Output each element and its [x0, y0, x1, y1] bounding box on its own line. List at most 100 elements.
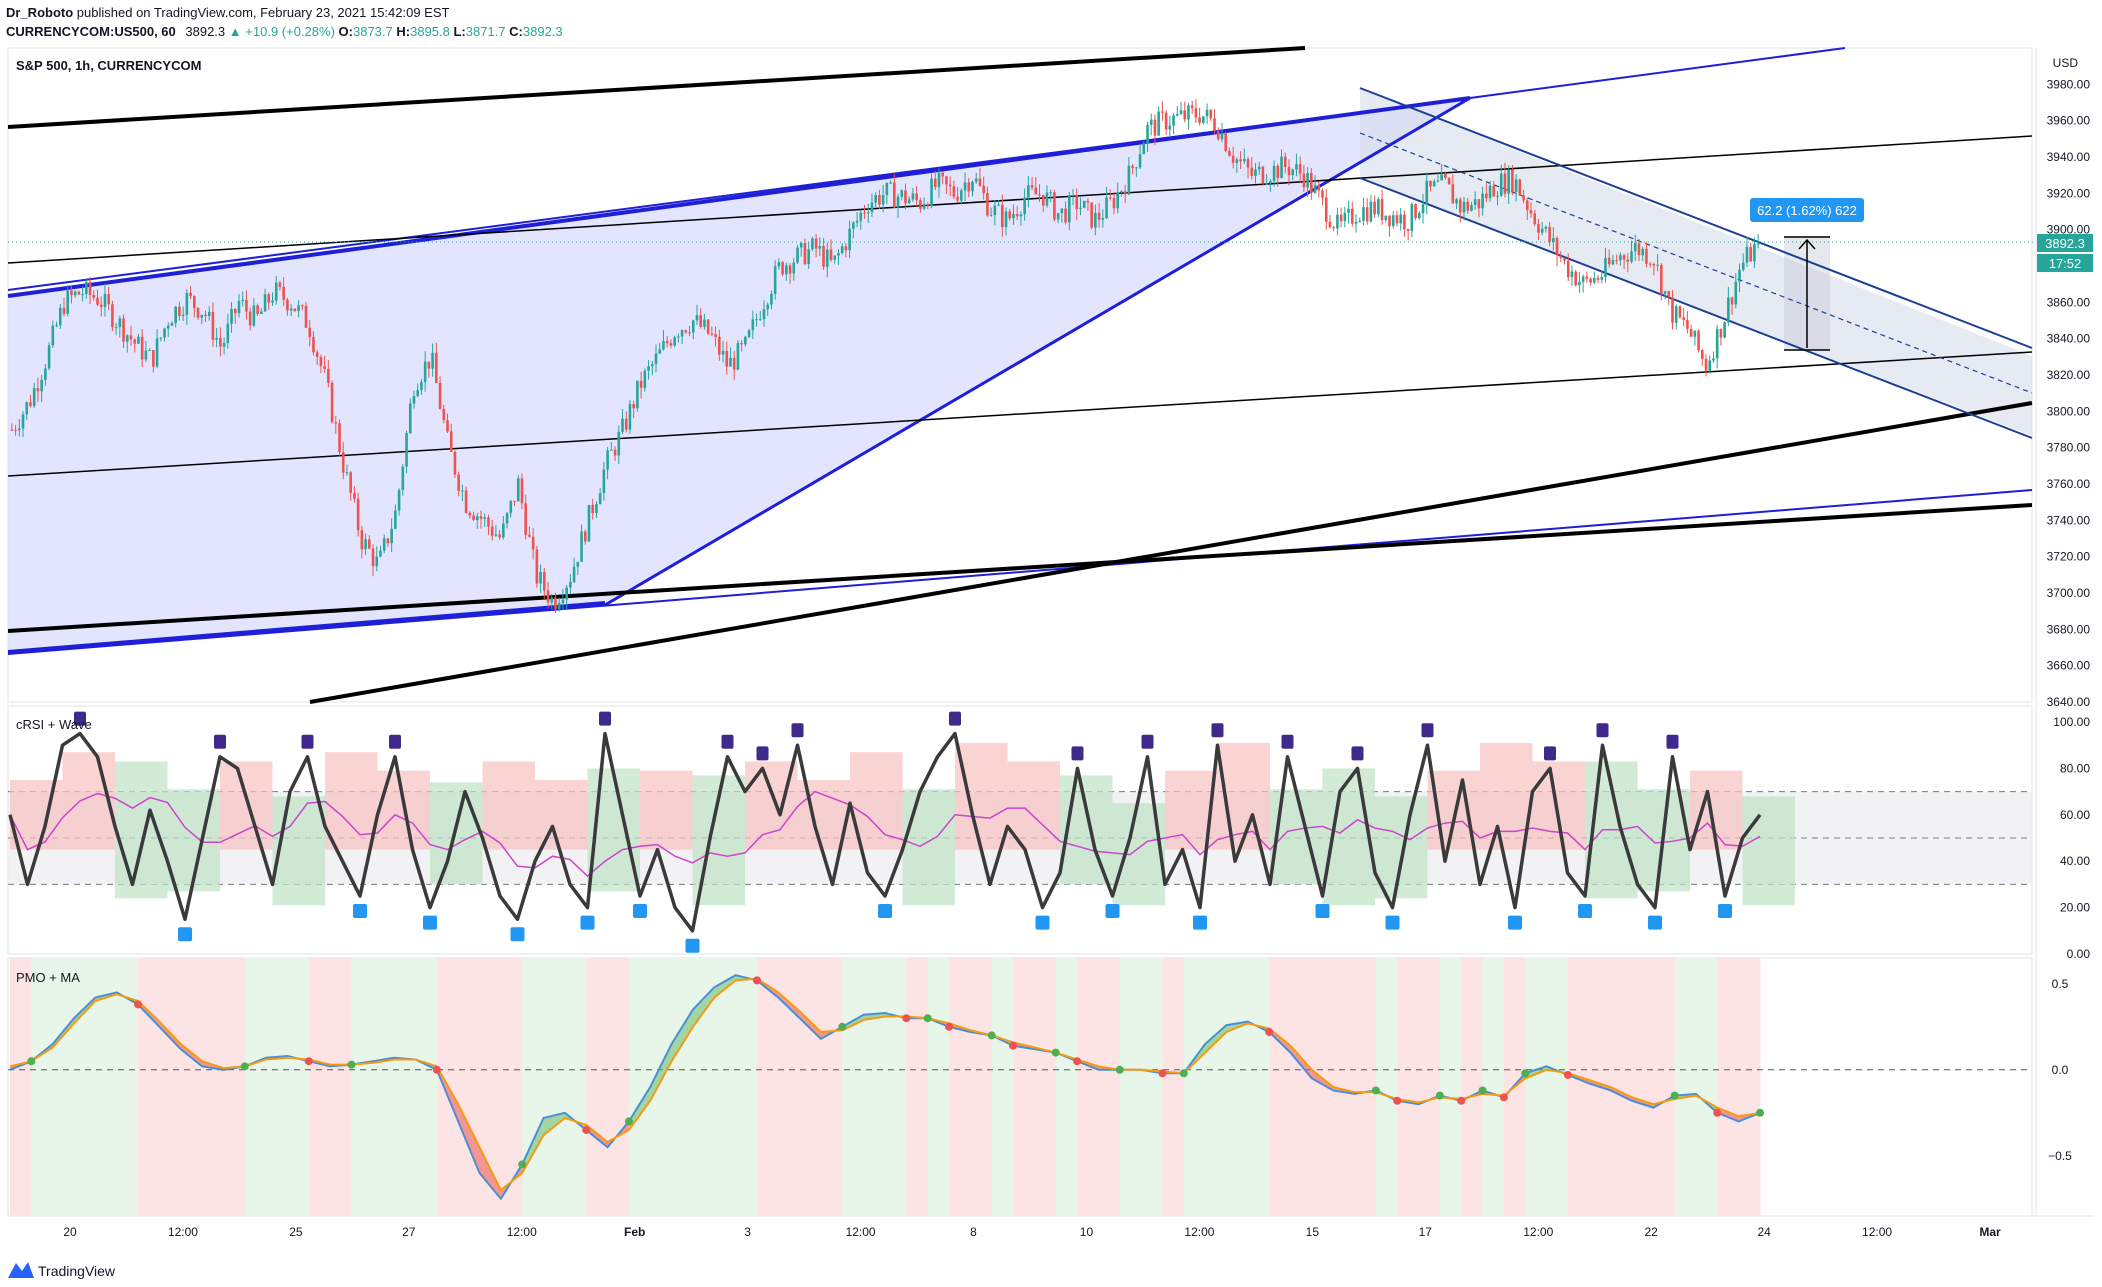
pmo-cloud: [692, 987, 715, 1027]
candle-body: [1499, 173, 1503, 196]
candle-body: [196, 307, 200, 318]
pmo-bear-zone: [906, 958, 929, 1216]
candle-body: [77, 291, 81, 295]
candle-body: [1574, 271, 1577, 286]
crsi-line: [8, 731, 1762, 933]
candle-body: [58, 307, 62, 326]
candle-body: [248, 311, 252, 326]
candle-body: [1027, 185, 1030, 198]
candle-body: [915, 193, 918, 201]
candle-body: [375, 556, 379, 567]
candle-body: [446, 420, 449, 432]
candle-body: [1615, 260, 1618, 262]
pmo-bull-zone: [1119, 958, 1142, 1216]
candle-body: [1470, 204, 1473, 211]
candle-body: [308, 327, 312, 338]
candle-body: [163, 328, 166, 338]
crsi-tick-label: 20.00: [2060, 901, 2090, 915]
pmo-bear-zone: [180, 958, 203, 1216]
candle-body: [1190, 105, 1194, 109]
candle-body: [1652, 263, 1656, 266]
candle-body: [1101, 218, 1105, 220]
pmo-bull-zone: [543, 958, 566, 1216]
candle-body: [256, 305, 259, 314]
candle-body: [1216, 131, 1220, 140]
candle-body: [1082, 200, 1086, 208]
candle-body: [1660, 264, 1663, 294]
candle-body: [1753, 243, 1756, 262]
candle-body: [1540, 228, 1544, 233]
pmo-bear-zone: [1311, 958, 1334, 1216]
tradingview-logo[interactable]: TradingView: [8, 1262, 116, 1279]
wedge-base-blue: [7, 489, 2033, 655]
author-name[interactable]: Dr_Roboto: [6, 5, 74, 20]
crsi-bear-wave: [1532, 761, 1585, 850]
measure-tag-bg: [1750, 198, 1864, 222]
candle-body: [401, 466, 405, 490]
candle-body: [1280, 156, 1283, 179]
candle-body: [598, 493, 602, 505]
pmo-cloud: [586, 1124, 608, 1148]
candle-body: [960, 190, 963, 201]
candle-body: [21, 414, 25, 429]
pmo-bear-zone: [607, 958, 630, 1216]
pmo-bull-zone: [95, 958, 118, 1216]
pmo-bull-zone: [885, 958, 907, 1216]
candle-body: [1593, 277, 1596, 283]
candle-body: [531, 536, 535, 550]
candle-body: [1756, 243, 1760, 245]
candle-body: [1235, 159, 1239, 163]
candle-body: [639, 380, 643, 388]
candle-body: [73, 291, 77, 296]
crsi-pane-title: cRSI + Wave: [16, 717, 92, 732]
candle-body: [18, 428, 21, 431]
pmo-bear-zone: [756, 958, 779, 1216]
candle-body: [852, 222, 855, 229]
candle-body: [520, 478, 524, 504]
candle-body: [189, 292, 192, 297]
candle-body: [107, 293, 110, 305]
candle-body: [814, 238, 818, 249]
candle-body: [665, 340, 669, 344]
open-value: 3873.7: [352, 24, 393, 39]
candle-body: [1068, 195, 1071, 223]
candle-body: [193, 296, 196, 308]
candle-body: [461, 490, 464, 492]
candle-body: [293, 308, 297, 312]
pmo-pane-title: PMO + MA: [16, 970, 80, 985]
candle-body: [1358, 220, 1362, 222]
candle-body: [971, 181, 974, 192]
low-label: L:: [453, 24, 466, 39]
candle-body: [840, 246, 844, 254]
candle-body: [1537, 224, 1540, 233]
pmo-cloud: [671, 1009, 693, 1062]
candle-body: [1693, 330, 1697, 337]
pmo-bull-zone: [244, 958, 267, 1216]
pmo-bull-zone: [842, 958, 865, 1216]
measure-tag-label: 62.2 (1.62%) 622: [1757, 203, 1857, 218]
candle-body: [1295, 164, 1298, 170]
pmo-bull-zone: [1141, 958, 1163, 1216]
candle-body: [1391, 215, 1395, 227]
candle-body: [371, 548, 375, 567]
time-tick-label: 10: [1080, 1225, 1094, 1239]
trendline-lower-black-thin: [7, 351, 2033, 477]
pmo-bull-zone: [863, 958, 886, 1216]
pmo-bull-zone: [1482, 958, 1505, 1216]
candle-body: [144, 350, 148, 360]
candle-body: [595, 504, 598, 513]
footer-brand[interactable]: TradingView: [38, 1263, 116, 1279]
candle-body: [792, 262, 796, 274]
candle-body: [1265, 183, 1268, 185]
candle-body: [1362, 207, 1365, 221]
candle-body: [1723, 322, 1726, 338]
candle-body: [1053, 192, 1056, 220]
pmo-bull-zone: [1055, 958, 1078, 1216]
candle-body: [170, 323, 174, 326]
price-tick-label: 3740.00: [2047, 513, 2091, 527]
crsi-bear-wave: [325, 752, 378, 850]
candle-body: [691, 320, 695, 333]
candle-body: [155, 338, 159, 367]
pmo-bull-zone: [1525, 958, 1548, 1216]
